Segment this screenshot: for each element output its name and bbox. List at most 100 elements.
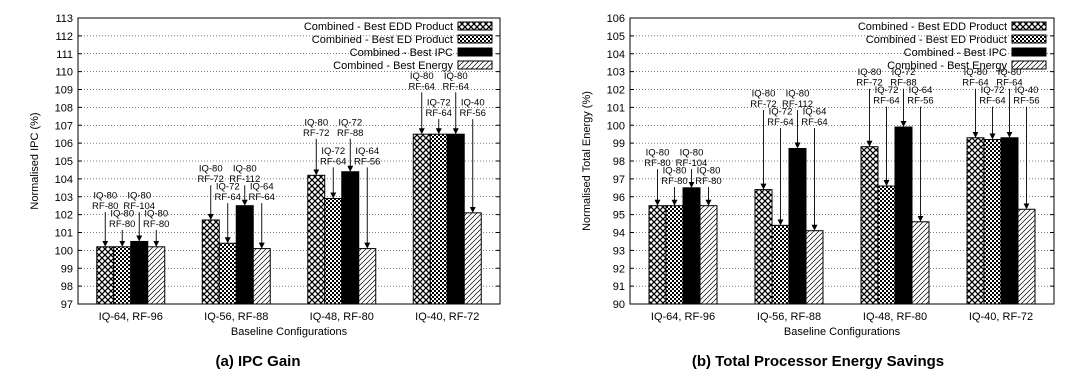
- legend-swatch: [457, 47, 493, 57]
- bar-annotation: IQ-40 RF-56: [1013, 85, 1039, 107]
- legend-label: Combined - Best Energy: [887, 60, 1007, 72]
- bar-annotation: IQ-64 RF-64: [801, 107, 827, 128]
- plot-frame: [629, 17, 1055, 305]
- y-tick-label: 98: [61, 281, 73, 293]
- bar: [860, 146, 879, 305]
- x-axis-title: Baseline Configurations: [784, 326, 901, 338]
- y-tick-label: 94: [613, 228, 625, 240]
- y-tick-label: 109: [55, 85, 73, 97]
- energy-savings-chart: 90 91 92 93 94 95 96 97 98 99 100 101 102 103 104 105 10…: [581, 13, 1055, 338]
- bar: [412, 133, 431, 305]
- y-tick-label: 108: [55, 102, 73, 114]
- bar-annotation: IQ-80 RF-112: [782, 89, 813, 111]
- caption-ipc-gain: (a) IPC Gain: [215, 353, 300, 370]
- legend-swatch: [457, 21, 493, 31]
- bar-annotation: IQ-80 RF-112: [229, 164, 260, 186]
- bar: [911, 221, 930, 305]
- bar: [699, 205, 718, 305]
- bar: [754, 189, 773, 305]
- bar: [446, 133, 465, 305]
- x-tick-label: IQ-40, RF-72: [415, 311, 479, 323]
- legend-label: Combined - Best EDD Product: [858, 21, 1007, 33]
- bar-annotation: IQ-72 RF-64: [979, 85, 1005, 107]
- y-tick-label: 103: [607, 67, 625, 79]
- y-tick-label: 101: [55, 228, 73, 240]
- bar: [130, 240, 149, 305]
- bar-annotation: IQ-80 RF-80: [661, 166, 687, 188]
- y-tick-label: 103: [55, 192, 73, 204]
- y-tick-label: 113: [55, 13, 73, 25]
- bar-annotation: IQ-80 RF-72: [303, 117, 329, 139]
- x-tick-label: IQ-40, RF-72: [969, 311, 1033, 323]
- bar: [113, 246, 132, 305]
- y-tick-label: 90: [613, 299, 625, 311]
- y-tick-label: 105: [607, 31, 625, 43]
- x-tick-label: IQ-48, RF-80: [310, 311, 374, 323]
- legend-label: Combined - Best Energy: [333, 60, 453, 72]
- bar-annotation: IQ-80 RF-64: [443, 71, 469, 93]
- bar-annotation: IQ-80 RF-64: [996, 67, 1022, 89]
- bar: [324, 198, 343, 305]
- legend-label: Combined - Best IPC: [904, 47, 1007, 59]
- y-tick-label: 99: [61, 263, 73, 275]
- y-tick-label: 107: [55, 120, 73, 132]
- bar: [805, 230, 824, 305]
- x-tick-label: IQ-56, RF-88: [757, 311, 821, 323]
- bar-annotation: IQ-80 RF-80: [143, 208, 169, 230]
- bar: [1000, 137, 1019, 305]
- bar: [147, 246, 166, 305]
- x-tick-label: IQ-64, RF-96: [651, 311, 715, 323]
- bar-annotation: IQ-64 RF-56: [354, 146, 380, 168]
- bar-annotation: IQ-72 RF-64: [426, 98, 452, 120]
- bar: [648, 205, 667, 305]
- bar: [429, 133, 448, 305]
- bar-annotation: IQ-80 RF-80: [695, 166, 721, 188]
- legend-swatch: [1011, 60, 1047, 70]
- bar-annotation: IQ-80 RF-80: [92, 191, 118, 213]
- bar: [665, 205, 684, 305]
- ipc-gain-chart: 97 98 99 100 101 102 103 104 105 106 107 108 109 110 1…: [29, 13, 501, 338]
- bar-annotation: IQ-72 RF-64: [767, 107, 793, 128]
- bar: [771, 224, 790, 305]
- bar-annotation: IQ-72 RF-88: [890, 67, 916, 89]
- bar: [877, 185, 896, 305]
- y-tick-label: 104: [55, 174, 73, 186]
- bar-annotation: IQ-40 RF-56: [460, 98, 486, 120]
- legend-label: Combined - Best ED Product: [866, 34, 1007, 46]
- bar: [894, 126, 913, 305]
- bar: [235, 205, 254, 305]
- x-tick-label: IQ-56, RF-88: [204, 311, 268, 323]
- bar-annotation: IQ-72 RF-64: [215, 182, 241, 204]
- bar-annotation: IQ-72 RF-64: [873, 85, 899, 107]
- bar-annotation: IQ-80 RF-72: [750, 89, 776, 111]
- legend-label: Combined - Best ED Product: [312, 34, 453, 46]
- bar-annotation: IQ-72 RF-64: [320, 146, 346, 168]
- legend-swatch: [457, 34, 493, 44]
- y-tick-label: 106: [607, 13, 625, 25]
- caption-energy-savings: (b) Total Processor Energy Savings: [692, 353, 944, 370]
- bar-annotation: IQ-80 RF-80: [644, 148, 670, 170]
- bar-annotation: IQ-80 RF-72: [198, 164, 224, 186]
- legend-label: Combined - Best EDD Product: [304, 21, 453, 33]
- bar: [201, 219, 220, 305]
- y-axis-title: Normalised IPC (%): [29, 112, 41, 209]
- bar-annotation: IQ-64 RF-64: [249, 182, 275, 204]
- bar: [682, 187, 701, 305]
- bar: [463, 212, 482, 305]
- y-tick-label: 106: [55, 138, 73, 150]
- y-tick-label: 105: [55, 156, 73, 168]
- y-tick-label: 100: [55, 245, 73, 257]
- x-axis-title: Baseline Configurations: [231, 326, 348, 338]
- x-tick-label: IQ-48, RF-80: [863, 311, 927, 323]
- y-tick-label: 110: [55, 67, 73, 79]
- y-tick-label: 92: [613, 263, 625, 275]
- y-tick-label: 101: [607, 102, 625, 114]
- bar: [218, 242, 237, 305]
- legend-label: Combined - Best IPC: [350, 47, 453, 59]
- y-tick-label: 93: [613, 245, 625, 257]
- y-tick-label: 111: [56, 49, 73, 61]
- y-tick-label: 104: [607, 49, 625, 61]
